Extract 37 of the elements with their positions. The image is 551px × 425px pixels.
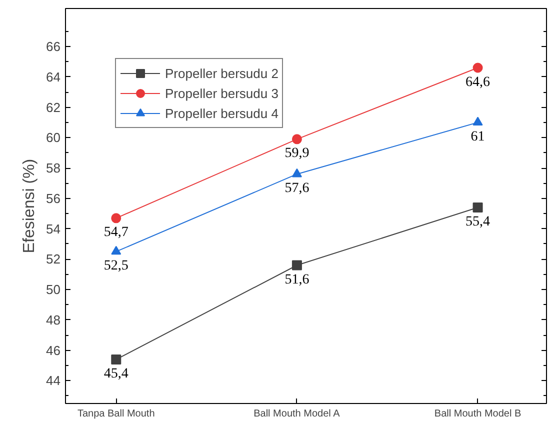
data-label: 64,6 [466, 74, 490, 90]
point [111, 246, 122, 255]
x-tick-label: Ball Mouth Model B [434, 408, 522, 420]
y-tick-label: 62 [46, 100, 61, 115]
y-tick-label: 50 [46, 282, 61, 298]
y-tick-label: 66 [46, 38, 61, 54]
y-tick-label: 54 [46, 221, 61, 236]
y-tick-label: 52 [46, 252, 61, 267]
point [472, 202, 483, 213]
legend-label: Propeller bersudu 3 [165, 86, 278, 100]
y-tick-label: 58 [46, 160, 61, 176]
data-label: 57,6 [284, 181, 310, 196]
legend-label: Propeller bersudu 4 [165, 106, 278, 120]
point [111, 354, 122, 364]
data-label: 52,5 [104, 258, 128, 274]
data-label: 55,4 [466, 214, 490, 230]
legend-label: Propeller bersudu 2 [165, 66, 278, 80]
y-tick-label: 46 [46, 342, 61, 358]
data-label: 51,6 [284, 272, 310, 288]
y-tick-label: 64 [46, 69, 61, 84]
point [472, 62, 483, 73]
point [292, 134, 302, 144]
y-tick-label: 56 [46, 190, 61, 206]
point [292, 260, 302, 270]
y-tick-label: 60 [46, 130, 61, 146]
y-tick-label: 44 [46, 373, 61, 388]
point [472, 116, 483, 126]
data-label: 54,7 [104, 225, 128, 240]
data-label: 45,4 [104, 366, 128, 382]
x-tick-label: Ball Mouth Model A [254, 408, 340, 420]
point [111, 213, 122, 224]
y-axis-title: Efesiensi (%) [21, 158, 38, 254]
x-tick-label: Tanpa Ball Mouth [77, 408, 155, 420]
y-tick-label: 48 [46, 312, 61, 328]
point [292, 168, 302, 178]
data-label: 59,9 [284, 146, 310, 162]
data-label: 61 [470, 129, 485, 144]
